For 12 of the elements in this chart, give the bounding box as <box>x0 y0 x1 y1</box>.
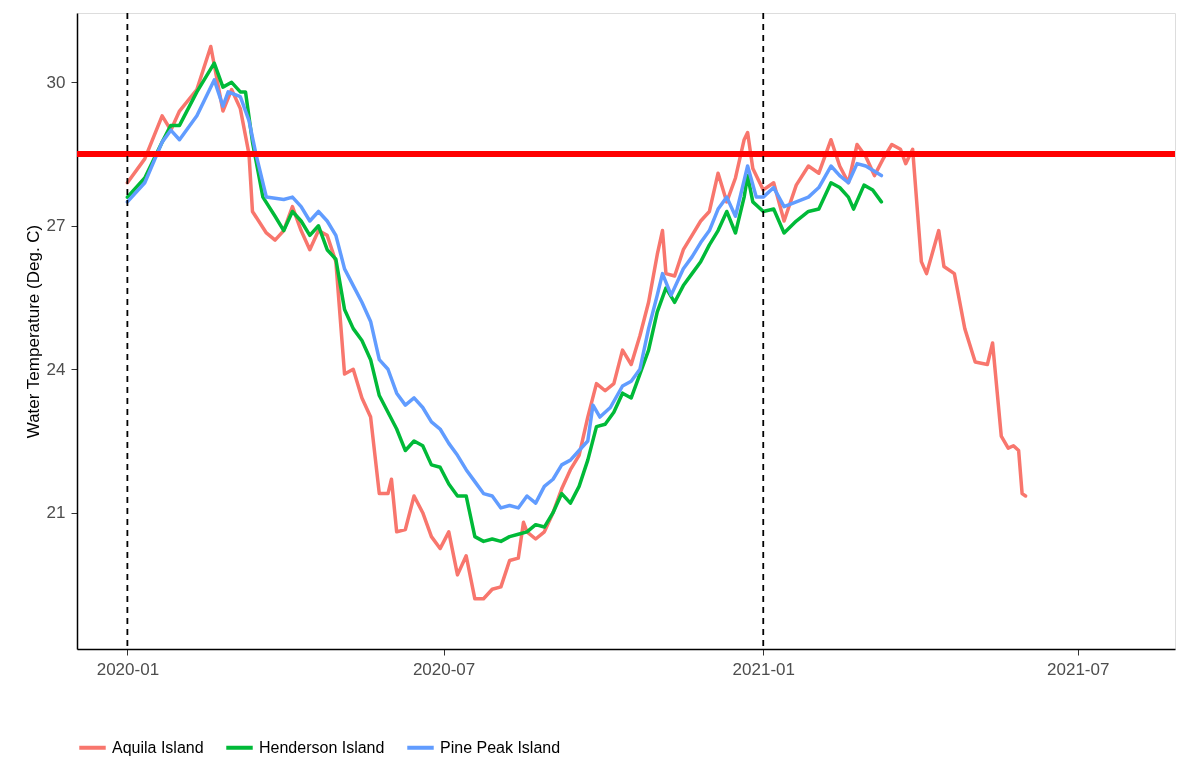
x-tick-label: 2020-01 <box>96 659 160 679</box>
y-tick-label: 30 <box>46 72 66 92</box>
y-tick-label: 24 <box>46 359 66 379</box>
legend-label: Henderson Island <box>259 738 385 756</box>
legend-label: Pine Peak Island <box>440 738 561 756</box>
x-tick-label: 2021-01 <box>732 659 795 679</box>
x-tick-label: 2020-07 <box>412 659 476 679</box>
y-axis-title: Water Temperature (Deg. C) <box>23 224 43 439</box>
x-tick-label: 2021-07 <box>1047 659 1110 679</box>
y-tick-label: 21 <box>46 503 66 523</box>
y-tick-label: 27 <box>46 216 66 236</box>
legend-label: Aquila Island <box>112 738 204 756</box>
